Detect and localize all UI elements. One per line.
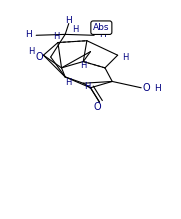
Text: H: H: [25, 30, 31, 39]
Text: H: H: [154, 84, 161, 93]
Text: H: H: [53, 32, 59, 41]
Text: H: H: [72, 25, 78, 34]
Text: O: O: [143, 83, 150, 93]
Text: H: H: [65, 78, 71, 87]
Text: H: H: [84, 82, 90, 91]
Text: H: H: [99, 30, 106, 39]
Text: H: H: [80, 61, 87, 70]
Text: H: H: [65, 16, 72, 25]
Text: Abs: Abs: [93, 23, 110, 32]
Text: H: H: [122, 53, 128, 62]
Text: H: H: [28, 47, 35, 56]
Text: O: O: [94, 102, 102, 112]
Text: O: O: [35, 52, 43, 62]
